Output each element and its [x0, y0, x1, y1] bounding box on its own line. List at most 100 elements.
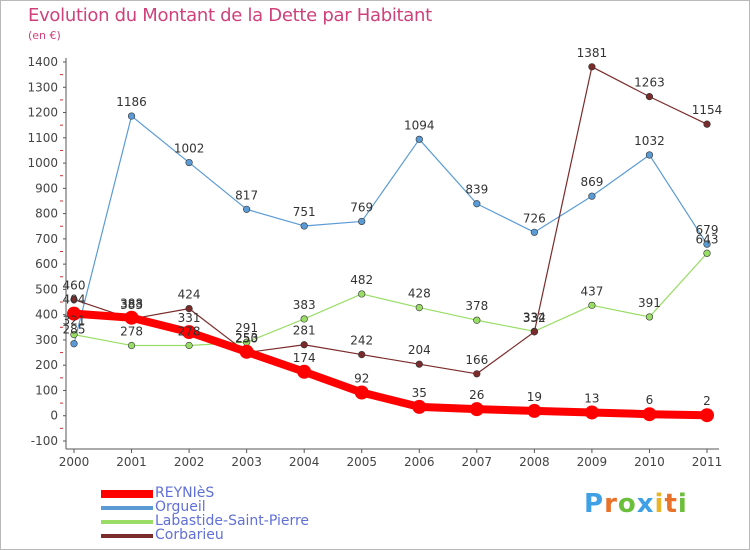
y-tick-label: 500 [35, 282, 58, 296]
data-label: 204 [408, 343, 431, 357]
data-label: 332 [523, 311, 546, 325]
x-tick-label: 2004 [289, 455, 320, 469]
y-tick-label: 1000 [27, 156, 58, 170]
data-point [70, 331, 78, 339]
data-label: 92 [354, 371, 369, 385]
y-tick-label: 0 [50, 409, 58, 423]
x-tick-label: 2007 [462, 455, 493, 469]
data-label: 1263 [634, 76, 665, 90]
data-label: 1032 [634, 134, 665, 148]
data-label: 334 [523, 310, 546, 324]
data-label: 321 [63, 314, 86, 328]
data-label: 281 [293, 324, 316, 338]
y-unit-label: (en €) [28, 29, 61, 42]
data-point [300, 315, 308, 323]
data-label: 751 [293, 205, 316, 219]
legend-item: REYNIèS [101, 485, 341, 501]
data-label: 1002 [174, 142, 205, 156]
axes: -100 0 100 200 300 400 500 600 700 800 900 1000 1100… [27, 55, 722, 469]
data-point [415, 303, 423, 312]
data-label: 253 [235, 331, 258, 345]
legend-item: Corbarieu [101, 527, 341, 543]
data-point [185, 305, 193, 313]
data-point [642, 407, 657, 422]
data-label: 35 [412, 386, 427, 400]
y-tick-label: 1300 [27, 80, 58, 94]
logo-letter: o [617, 489, 637, 519]
data-label: 1186 [116, 95, 147, 109]
data-point [185, 341, 193, 350]
y-tick-label: 900 [35, 181, 58, 195]
data-point [358, 217, 366, 226]
logo-letter: x [636, 489, 655, 519]
data-point [469, 402, 484, 417]
series-line [73, 252, 708, 347]
data-point [354, 385, 369, 400]
x-tick-label: 2011 [692, 455, 723, 469]
data-label: 839 [465, 183, 488, 197]
x-tick-label: 2000 [59, 455, 90, 469]
data-point [703, 249, 711, 257]
legend-label: Labastide-Saint-Pierre [155, 513, 310, 529]
data-labels: 285 1186 1002 817 751 769 1094 839 726 869 1032 679… [63, 46, 723, 408]
legend: REYNIèS Orgueil Labastide-Saint-Pierre Corb… [101, 485, 341, 543]
data-point [584, 405, 599, 420]
data-point [473, 200, 481, 208]
data-point [70, 295, 78, 304]
data-label: 174 [293, 351, 316, 365]
series-line [73, 115, 708, 345]
data-point [300, 222, 308, 230]
chart-title: Evolution du Montant de la Dette par Hab… [28, 5, 432, 26]
x-tick-label: 2002 [174, 455, 205, 469]
y-tick-label: 300 [35, 333, 58, 347]
data-label: 679 [696, 223, 719, 237]
data-label: 166 [465, 353, 488, 367]
data-point [412, 399, 427, 414]
data-point [588, 192, 596, 200]
data-label: 769 [350, 200, 373, 214]
data-point [124, 310, 139, 325]
data-label: 383 [293, 298, 316, 312]
legend-label: Corbarieu [155, 527, 224, 543]
data-label: 291 [235, 321, 258, 335]
y-tick-label: 800 [35, 207, 58, 221]
data-label: 643 [696, 232, 719, 246]
data-point [243, 205, 251, 213]
data-point [127, 112, 136, 120]
series-layer [67, 63, 714, 423]
data-point [182, 325, 197, 340]
data-label: 388 [120, 297, 143, 311]
y-tick-label: 1200 [27, 106, 58, 120]
data-label: 460 [63, 279, 86, 293]
data-label: 26 [469, 388, 484, 402]
data-label: 383 [120, 298, 143, 312]
data-point [358, 350, 366, 359]
data-point [527, 403, 542, 418]
data-point [70, 340, 78, 348]
data-label: 1094 [404, 118, 435, 132]
data-point [473, 370, 481, 378]
data-point [67, 306, 81, 321]
data-point [703, 240, 711, 248]
legend-label: REYNIèS [155, 485, 215, 501]
data-label: 428 [408, 287, 431, 301]
logo-letter: t [664, 489, 678, 519]
x-tick-label: 2009 [577, 455, 608, 469]
legend-item: Labastide-Saint-Pierre [101, 513, 341, 529]
data-point [297, 364, 312, 379]
data-point [415, 135, 423, 143]
data-label: 424 [178, 288, 201, 302]
x-tick-label: 2003 [231, 455, 262, 469]
x-tick-label: 2010 [634, 455, 665, 469]
data-label: 404 [63, 293, 86, 307]
data-label: 285 [63, 323, 86, 337]
legend-swatch [101, 520, 153, 524]
data-point [645, 93, 654, 101]
data-label: 19 [527, 390, 542, 404]
legend-swatch [101, 534, 153, 538]
data-label: 278 [178, 324, 201, 338]
logo-letter: i [677, 489, 688, 519]
y-tick-label: -100 [31, 434, 58, 448]
